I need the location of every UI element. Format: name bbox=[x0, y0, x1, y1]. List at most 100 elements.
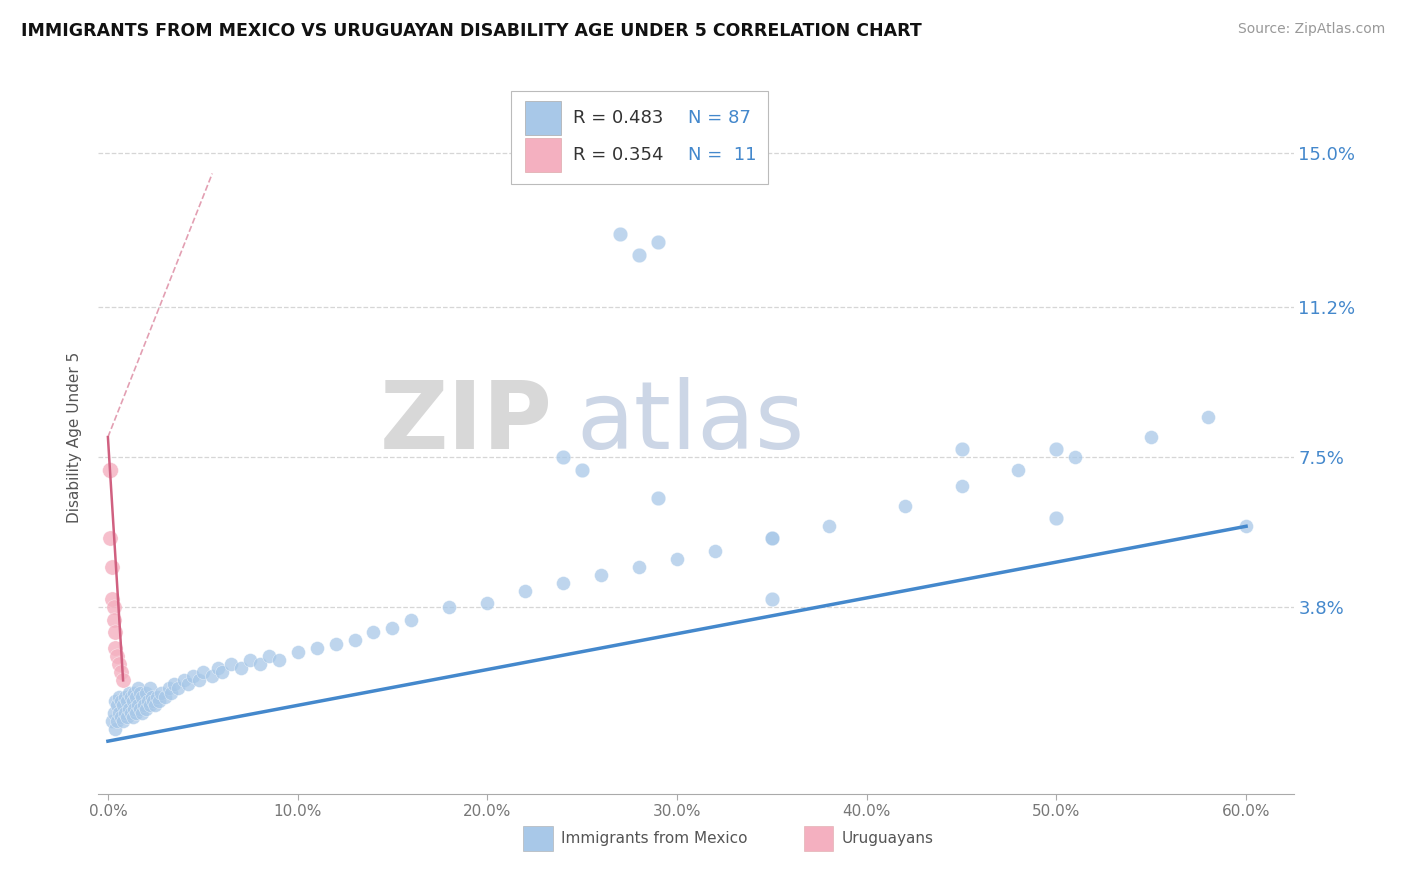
Point bbox=[761, 592, 783, 607]
Point bbox=[703, 543, 725, 558]
Point bbox=[893, 499, 915, 513]
Text: N = 87: N = 87 bbox=[688, 109, 751, 127]
Text: atlas: atlas bbox=[576, 376, 804, 469]
Point bbox=[146, 690, 169, 704]
Point bbox=[150, 685, 173, 699]
Point bbox=[201, 669, 224, 683]
Point bbox=[112, 714, 135, 728]
Point bbox=[257, 648, 280, 663]
Point bbox=[108, 657, 131, 672]
Point bbox=[98, 532, 121, 546]
Point bbox=[121, 710, 143, 724]
Point bbox=[609, 227, 631, 242]
Point bbox=[287, 645, 309, 659]
Point bbox=[103, 600, 125, 615]
Point bbox=[131, 690, 153, 704]
Point bbox=[100, 714, 122, 728]
Text: Immigrants from Mexico: Immigrants from Mexico bbox=[561, 831, 748, 847]
Point bbox=[112, 698, 135, 712]
Point bbox=[1007, 462, 1029, 476]
Point bbox=[110, 710, 132, 724]
Point bbox=[173, 673, 195, 688]
Point bbox=[104, 640, 127, 655]
Point bbox=[553, 576, 575, 591]
Point bbox=[363, 624, 385, 639]
Point bbox=[132, 698, 155, 712]
Point bbox=[591, 568, 613, 582]
Point bbox=[153, 690, 176, 704]
Point bbox=[104, 693, 127, 707]
Text: Uruguayans: Uruguayans bbox=[842, 831, 934, 847]
Point bbox=[127, 698, 149, 712]
Point bbox=[477, 596, 499, 610]
Point bbox=[343, 632, 366, 647]
Point bbox=[229, 661, 252, 675]
Point bbox=[148, 693, 170, 707]
Point bbox=[103, 706, 125, 720]
Point bbox=[100, 559, 122, 574]
Point bbox=[124, 685, 146, 699]
Point bbox=[817, 519, 839, 533]
Point bbox=[104, 722, 127, 736]
Point bbox=[127, 681, 149, 696]
Point bbox=[118, 685, 141, 699]
Point bbox=[115, 693, 138, 707]
Point bbox=[381, 621, 404, 635]
Point bbox=[104, 624, 127, 639]
Point bbox=[125, 706, 148, 720]
Point bbox=[761, 532, 783, 546]
Point bbox=[135, 685, 157, 699]
Point bbox=[325, 637, 347, 651]
Point bbox=[114, 706, 136, 720]
Point bbox=[628, 247, 651, 261]
Point bbox=[950, 479, 973, 493]
Point bbox=[135, 702, 157, 716]
Bar bbox=[524, 138, 561, 172]
Point bbox=[1197, 409, 1219, 424]
Bar bbox=[804, 826, 834, 851]
Bar bbox=[524, 101, 561, 136]
Point bbox=[120, 690, 142, 704]
Point bbox=[628, 559, 651, 574]
Point bbox=[142, 693, 165, 707]
Point bbox=[136, 693, 159, 707]
Point bbox=[1045, 442, 1067, 457]
Text: N =  11: N = 11 bbox=[688, 146, 756, 164]
Point bbox=[163, 677, 186, 691]
Point bbox=[188, 673, 211, 688]
Point bbox=[305, 640, 328, 655]
Point bbox=[141, 690, 163, 704]
Point bbox=[103, 613, 125, 627]
Point bbox=[181, 669, 204, 683]
Point bbox=[138, 698, 160, 712]
Bar bbox=[523, 826, 553, 851]
Point bbox=[239, 653, 262, 667]
Point bbox=[120, 706, 142, 720]
Point bbox=[110, 693, 132, 707]
Point bbox=[129, 702, 152, 716]
Point bbox=[108, 690, 131, 704]
Point bbox=[159, 685, 181, 699]
Point bbox=[207, 661, 229, 675]
Point bbox=[125, 690, 148, 704]
Point bbox=[191, 665, 214, 680]
Point bbox=[553, 450, 575, 465]
Point bbox=[138, 681, 160, 696]
Text: IMMIGRANTS FROM MEXICO VS URUGUAYAN DISABILITY AGE UNDER 5 CORRELATION CHART: IMMIGRANTS FROM MEXICO VS URUGUAYAN DISA… bbox=[21, 22, 922, 40]
Point bbox=[219, 657, 242, 672]
Point bbox=[98, 462, 121, 476]
Point bbox=[950, 442, 973, 457]
Y-axis label: Disability Age Under 5: Disability Age Under 5 bbox=[67, 351, 83, 523]
Point bbox=[105, 648, 128, 663]
Point bbox=[176, 677, 198, 691]
Point bbox=[1234, 519, 1257, 533]
Point bbox=[105, 714, 128, 728]
Point bbox=[1045, 511, 1067, 525]
Point bbox=[114, 690, 136, 704]
Point bbox=[115, 710, 138, 724]
Point bbox=[167, 681, 190, 696]
Point bbox=[124, 702, 146, 716]
Point bbox=[571, 462, 593, 476]
Point bbox=[401, 613, 423, 627]
Point bbox=[100, 592, 122, 607]
